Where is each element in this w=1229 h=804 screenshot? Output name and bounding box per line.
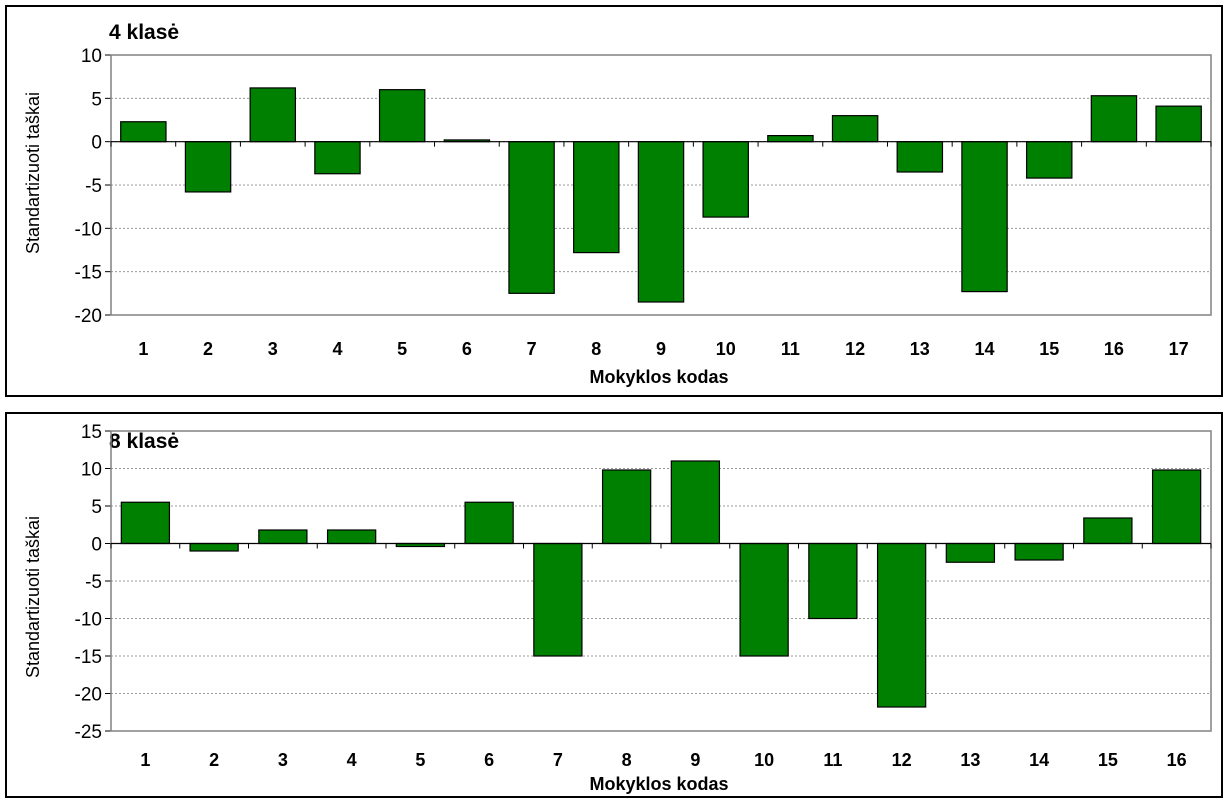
y-tick-label: 10 — [81, 460, 102, 481]
y-tick-label: -15 — [75, 263, 102, 284]
x-tick-label: 10 — [716, 339, 736, 359]
x-tick-label: 10 — [754, 750, 774, 770]
x-tick-label: 12 — [892, 750, 912, 770]
bar-school-10 — [739, 542, 789, 657]
y-tick-label: -20 — [75, 306, 102, 327]
x-tick-label: 2 — [203, 339, 213, 359]
bar-school-8 — [573, 141, 620, 254]
bar-school-15 — [1025, 141, 1073, 179]
x-tick-label: 5 — [415, 750, 425, 770]
bar-school-1 — [120, 501, 171, 545]
x-tick-label: 2 — [209, 750, 219, 770]
y-axis-label: Standartizuoti taškai — [23, 92, 43, 254]
x-tick-label: 16 — [1167, 750, 1187, 770]
bar-school-4 — [314, 141, 361, 175]
x-tick-label: 6 — [484, 750, 494, 770]
x-tick-label: 9 — [656, 339, 666, 359]
bar-school-9 — [670, 460, 721, 545]
y-tick-label: 5 — [91, 89, 102, 110]
plot-border — [110, 54, 1212, 316]
chart-title: 4 klasė — [109, 21, 179, 44]
x-tick-label: 17 — [1169, 339, 1189, 359]
bar-school-3 — [258, 529, 308, 545]
bar-school-16 — [1151, 469, 1202, 545]
y-tick-label: 5 — [91, 497, 102, 518]
y-tick-label: -5 — [85, 176, 102, 197]
x-tick-label: 12 — [845, 339, 865, 359]
bar-school-5 — [378, 89, 426, 143]
y-tick-label: -15 — [75, 647, 102, 668]
bar-school-12 — [876, 542, 927, 708]
x-tick-label: 1 — [138, 339, 148, 359]
chart-8-klase: 8 klasė Standartizuoti taškai Mokyklos k… — [5, 412, 1223, 798]
bar-school-15 — [1083, 517, 1133, 545]
x-tick-label: 3 — [278, 750, 288, 770]
x-tick-label: 5 — [397, 339, 407, 359]
bar-school-11 — [767, 135, 814, 143]
y-axis-label: Standartizuoti taškai — [23, 516, 43, 678]
bar-school-1 — [120, 121, 167, 143]
x-tick-label: 15 — [1098, 750, 1118, 770]
x-tick-label: 7 — [527, 339, 537, 359]
bar-school-12 — [831, 115, 879, 143]
y-tick-label: -10 — [75, 219, 102, 240]
bar-school-6 — [464, 501, 514, 545]
x-tick-label: 4 — [332, 339, 342, 359]
chart-title: 8 klasė — [109, 430, 179, 453]
bar-school-2 — [189, 542, 239, 552]
bar-school-3 — [249, 87, 297, 143]
y-tick-label: 15 — [81, 422, 102, 443]
bar-school-8 — [601, 469, 652, 545]
x-tick-label: 8 — [591, 339, 601, 359]
x-tick-label: 13 — [910, 339, 930, 359]
y-tick-label: -5 — [85, 572, 102, 593]
x-tick-label: 9 — [690, 750, 700, 770]
x-tick-label: 3 — [268, 339, 278, 359]
x-axis-label: Mokyklos kodas — [589, 774, 728, 794]
y-tick-label: 0 — [91, 133, 102, 154]
bar-school-2 — [184, 141, 232, 193]
x-tick-label: 8 — [622, 750, 632, 770]
x-tick-label: 4 — [347, 750, 357, 770]
y-tick-label: -25 — [75, 722, 102, 743]
x-tick-label: 7 — [553, 750, 563, 770]
x-tick-label: 6 — [462, 339, 472, 359]
y-tick-label: 0 — [91, 535, 102, 556]
x-axis-label: Mokyklos kodas — [589, 367, 728, 387]
bar-school-4 — [326, 529, 377, 545]
bar-school-9 — [637, 141, 685, 303]
bar-school-13 — [896, 141, 944, 173]
x-tick-label: 14 — [1029, 750, 1049, 770]
bar-school-7 — [508, 141, 555, 294]
bar-school-14 — [1014, 542, 1064, 561]
y-tick-label: 10 — [81, 46, 102, 67]
plot-border — [110, 430, 1212, 732]
x-tick-label: 13 — [960, 750, 980, 770]
bar-school-7 — [533, 542, 583, 657]
bar-school-14 — [961, 141, 1008, 293]
bar-school-17 — [1155, 105, 1202, 143]
y-tick-label: -20 — [75, 685, 102, 706]
bar-school-11 — [808, 542, 858, 620]
x-tick-label: 1 — [140, 750, 150, 770]
x-tick-label: 14 — [975, 339, 995, 359]
chart-4-klase: 4 klasė Standartizuoti taškai Mokyklos k… — [5, 5, 1223, 397]
x-tick-label: 16 — [1104, 339, 1124, 359]
y-tick-label: -10 — [75, 610, 102, 631]
bar-school-13 — [945, 542, 996, 563]
bar-school-16 — [1090, 95, 1138, 143]
x-tick-label: 11 — [781, 339, 800, 359]
x-tick-label: 15 — [1039, 339, 1059, 359]
x-tick-label: 11 — [823, 750, 842, 770]
bar-school-10 — [702, 141, 749, 218]
